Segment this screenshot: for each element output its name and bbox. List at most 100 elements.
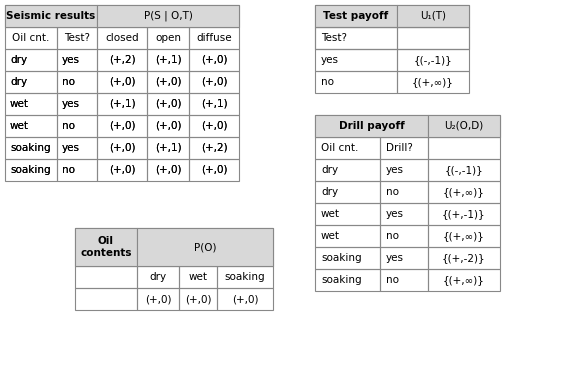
Text: (+,2): (+,2) — [201, 143, 228, 153]
Bar — [315, 137, 380, 159]
Bar — [57, 49, 97, 71]
Bar — [75, 288, 137, 310]
Text: no: no — [321, 77, 334, 87]
Text: (+,1): (+,1) — [155, 143, 182, 153]
Bar — [147, 137, 189, 159]
Text: (+,0): (+,0) — [109, 121, 135, 131]
Bar — [57, 159, 97, 181]
Bar — [97, 159, 147, 181]
Text: no: no — [62, 165, 75, 175]
Text: {(+,-1)}: {(+,-1)} — [442, 209, 486, 219]
Text: {(+,-2)}: {(+,-2)} — [442, 253, 486, 263]
Text: wet: wet — [10, 99, 29, 109]
Bar — [189, 137, 239, 159]
Text: yes: yes — [62, 143, 80, 153]
Text: P(O): P(O) — [194, 242, 217, 252]
Text: dry: dry — [10, 55, 27, 65]
Bar — [428, 137, 500, 159]
Bar — [97, 5, 239, 27]
Text: no: no — [386, 187, 399, 197]
Bar — [397, 5, 469, 27]
Text: (+,0): (+,0) — [201, 77, 227, 87]
Bar — [5, 93, 57, 115]
Text: {(+,∞)}: {(+,∞)} — [443, 231, 485, 241]
Bar — [97, 71, 147, 93]
Text: (+,1): (+,1) — [201, 99, 228, 109]
Bar — [315, 115, 428, 137]
Bar — [97, 49, 147, 71]
Bar — [75, 266, 137, 288]
Bar — [189, 115, 239, 137]
Text: soaking: soaking — [10, 143, 51, 153]
Bar — [5, 115, 57, 137]
Text: Oil
contents: Oil contents — [80, 236, 132, 258]
Text: soaking: soaking — [225, 272, 265, 282]
Text: no: no — [62, 165, 75, 175]
Bar — [380, 137, 428, 159]
Text: dry: dry — [10, 55, 27, 65]
Text: no: no — [386, 231, 399, 241]
Bar — [315, 115, 380, 137]
Text: yes: yes — [62, 143, 80, 153]
Text: (+,0): (+,0) — [201, 165, 227, 175]
Bar — [75, 228, 137, 266]
Bar — [137, 228, 273, 266]
Bar — [217, 288, 273, 310]
Bar — [397, 5, 469, 27]
Text: wet: wet — [321, 231, 340, 241]
Bar — [189, 27, 239, 49]
Bar — [97, 137, 147, 159]
Text: (+,1): (+,1) — [155, 55, 182, 65]
Bar — [189, 5, 239, 27]
Bar — [397, 27, 469, 49]
Bar — [179, 288, 217, 310]
Bar — [380, 247, 428, 269]
Text: yes: yes — [62, 55, 80, 65]
Bar — [147, 159, 189, 181]
Bar — [57, 71, 97, 93]
Text: soaking: soaking — [10, 143, 51, 153]
Text: (+,0): (+,0) — [109, 165, 135, 175]
Bar — [428, 225, 500, 247]
Bar — [189, 49, 239, 71]
Text: closed: closed — [105, 33, 139, 43]
Bar — [315, 49, 397, 71]
Text: (+,0): (+,0) — [155, 77, 181, 87]
Text: no: no — [62, 77, 75, 87]
Text: (+,0): (+,0) — [201, 121, 227, 131]
Text: (+,1): (+,1) — [155, 55, 182, 65]
Text: (+,1): (+,1) — [109, 99, 135, 109]
Text: yes: yes — [62, 99, 80, 109]
Text: (+,0): (+,0) — [155, 99, 181, 109]
Text: U₂(O,D): U₂(O,D) — [445, 121, 484, 131]
Bar — [5, 159, 57, 181]
Bar — [428, 203, 500, 225]
Text: wet: wet — [10, 99, 29, 109]
Text: Oil cnt.: Oil cnt. — [321, 143, 359, 153]
Text: (+,0): (+,0) — [109, 165, 135, 175]
Bar — [147, 5, 189, 27]
Bar — [315, 203, 380, 225]
Bar — [97, 27, 147, 49]
Bar — [315, 225, 380, 247]
Text: (+,0): (+,0) — [184, 294, 211, 304]
Text: dry: dry — [10, 77, 27, 87]
Bar — [57, 27, 97, 49]
Bar — [5, 5, 57, 27]
Text: soaking: soaking — [10, 165, 51, 175]
Bar — [397, 71, 469, 93]
Text: {(+,∞)}: {(+,∞)} — [443, 275, 485, 285]
Text: (+,0): (+,0) — [201, 55, 227, 65]
Text: no: no — [62, 121, 75, 131]
Bar — [315, 159, 380, 181]
Bar — [189, 159, 239, 181]
Bar — [189, 93, 239, 115]
Bar — [315, 27, 469, 49]
Bar — [428, 115, 500, 137]
Bar — [380, 203, 428, 225]
Text: (+,0): (+,0) — [155, 121, 181, 131]
Bar — [137, 228, 179, 266]
Text: (+,0): (+,0) — [109, 143, 135, 153]
Bar — [315, 71, 397, 93]
Text: no: no — [62, 121, 75, 131]
